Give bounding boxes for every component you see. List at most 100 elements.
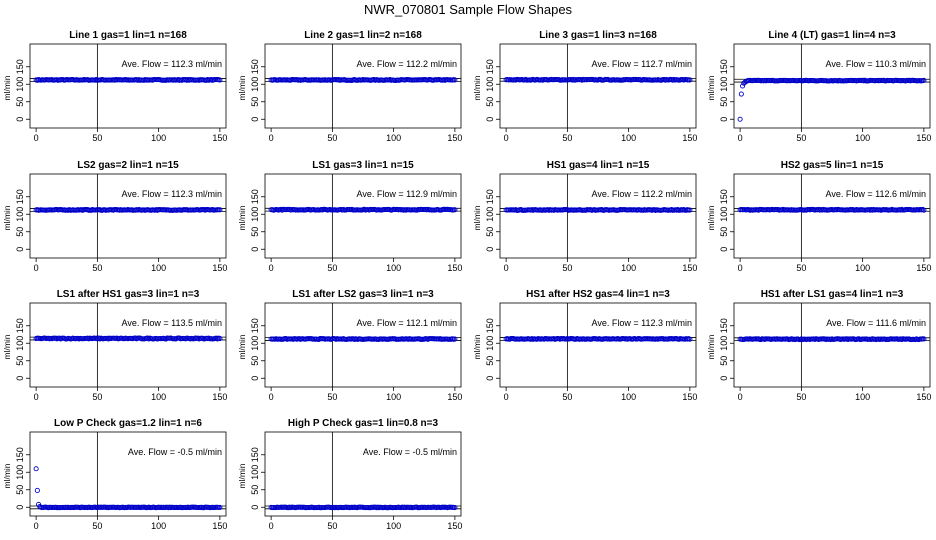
average-flow-annotation: Ave. Flow = 112.3 ml/min bbox=[122, 189, 222, 199]
y-tick-label: 0 bbox=[15, 247, 25, 252]
x-tick-label: 100 bbox=[621, 263, 636, 273]
annotation-background bbox=[335, 445, 459, 457]
y-tick-label: 100 bbox=[485, 207, 495, 222]
y-tick-label: 0 bbox=[719, 376, 729, 381]
x-tick-label: 150 bbox=[447, 521, 462, 531]
panel-title: LS1 gas=3 lin=1 n=15 bbox=[312, 160, 414, 171]
data-point bbox=[921, 77, 927, 83]
panel-7: HS1 gas=4 lin=1 n=150 50 100 150050100150ml… bbox=[472, 160, 697, 273]
data-point bbox=[921, 336, 927, 342]
plot-frame bbox=[264, 431, 462, 517]
y-axis-label: ml/min bbox=[237, 463, 247, 488]
y-tick-label: 150 bbox=[485, 318, 495, 333]
plot-frame bbox=[499, 302, 697, 388]
y-axis-label: ml/min bbox=[237, 334, 247, 359]
annotation-background bbox=[804, 316, 928, 328]
data-point bbox=[217, 207, 223, 213]
panel-title: HS1 after HS2 gas=4 lin=1 n=3 bbox=[526, 289, 670, 300]
y-tick-label: 0 bbox=[15, 376, 25, 381]
x-tick-label: 150 bbox=[682, 133, 697, 143]
y-tick-label: 50 bbox=[250, 227, 260, 237]
panel-title: Line 3 gas=1 lin=3 n=168 bbox=[539, 30, 657, 41]
annotation-background bbox=[100, 316, 224, 328]
y-tick-label: 100 bbox=[719, 336, 729, 351]
annotation-background bbox=[570, 316, 694, 328]
y-tick-label: 100 bbox=[250, 465, 260, 480]
annotation-background bbox=[570, 57, 694, 69]
panel-title: High P Check gas=1 lin=0.8 n=3 bbox=[288, 418, 439, 429]
annotation-background bbox=[100, 57, 224, 69]
data-points bbox=[503, 207, 693, 213]
panel-title: Line 4 (LT) gas=1 lin=4 n=3 bbox=[768, 30, 896, 41]
data-point bbox=[687, 77, 693, 83]
x-tick-label: 50 bbox=[562, 392, 572, 402]
y-tick-label: 100 bbox=[250, 336, 260, 351]
y-tick-label: 100 bbox=[250, 77, 260, 92]
data-point bbox=[34, 487, 40, 494]
data-point bbox=[217, 77, 223, 83]
x-tick-label: 50 bbox=[327, 392, 337, 402]
x-tick-label: 150 bbox=[212, 521, 227, 531]
x-tick-label: 100 bbox=[621, 392, 636, 402]
x-tick-label: 100 bbox=[855, 392, 870, 402]
panel-title: HS1 after LS1 gas=4 lin=1 n=3 bbox=[761, 289, 904, 300]
average-flow-annotation: Ave. Flow = 112.6 ml/min bbox=[826, 189, 926, 199]
y-tick-label: 150 bbox=[250, 59, 260, 74]
x-tick-label: 150 bbox=[916, 392, 931, 402]
y-tick-label: 150 bbox=[15, 318, 25, 333]
x-tick-label: 0 bbox=[738, 392, 743, 402]
y-axis-label: ml/min bbox=[2, 205, 12, 230]
plot-frame bbox=[733, 173, 931, 259]
plot-frame bbox=[29, 43, 227, 129]
x-tick-label: 0 bbox=[269, 392, 274, 402]
y-axis-label: ml/min bbox=[2, 334, 12, 359]
y-tick-label: 50 bbox=[15, 97, 25, 107]
x-tick-label: 50 bbox=[327, 133, 337, 143]
y-axis-label: ml/min bbox=[237, 75, 247, 100]
y-tick-label: 150 bbox=[250, 189, 260, 204]
y-axis-label: ml/min bbox=[2, 463, 12, 488]
data-points bbox=[268, 206, 458, 213]
data-point bbox=[737, 116, 743, 122]
data-point bbox=[687, 336, 693, 342]
y-tick-label: 50 bbox=[485, 97, 495, 107]
data-points bbox=[268, 77, 458, 83]
x-tick-label: 100 bbox=[151, 263, 166, 273]
panel-title: Low P Check gas=1.2 lin=1 n=6 bbox=[54, 418, 202, 429]
average-flow-annotation: Ave. Flow = -0.5 ml/min bbox=[128, 447, 222, 457]
panel-3: Line 3 gas=1 lin=3 n=168 0 50 100 150 0 50 100 1… bbox=[472, 30, 697, 143]
plot-frame bbox=[264, 173, 462, 259]
data-point bbox=[740, 83, 746, 89]
average-flow-annotation: Ave. Flow = 112.7 ml/min bbox=[592, 59, 692, 69]
y-tick-label: 100 bbox=[719, 207, 729, 222]
data-point bbox=[217, 504, 223, 510]
y-tick-label: 0 bbox=[250, 117, 260, 122]
plot-frame bbox=[264, 43, 462, 129]
x-tick-label: 150 bbox=[916, 133, 931, 143]
x-tick-label: 50 bbox=[327, 521, 337, 531]
average-flow-annotation: Ave. Flow = 112.3 ml/min bbox=[122, 59, 222, 69]
y-tick-label: 50 bbox=[485, 356, 495, 366]
y-axis-label: ml/min bbox=[237, 205, 247, 230]
panel-14: High P Check gas=1 lin=0.8 n=3 0 50 100 150 0… bbox=[237, 418, 462, 531]
plot-frame bbox=[499, 43, 697, 129]
y-tick-label: 50 bbox=[719, 227, 729, 237]
average-flow-annotation: Ave. Flow = 112.2 ml/min bbox=[592, 189, 692, 199]
y-tick-label: 50 bbox=[719, 97, 729, 107]
y-tick-label: 0 bbox=[15, 117, 25, 122]
average-flow-annotation: Ave. Flow = 111.6 ml/min bbox=[826, 318, 926, 328]
average-flow-annotation: Ave. Flow = 112.2 ml/min bbox=[357, 59, 457, 69]
y-tick-label: 150 bbox=[485, 189, 495, 204]
y-tick-label: 0 bbox=[250, 376, 260, 381]
y-tick-label: 50 bbox=[15, 485, 25, 495]
average-flow-annotation: Ave. Flow = 113.5 ml/min bbox=[122, 318, 222, 328]
data-point bbox=[452, 77, 458, 83]
x-tick-label: 0 bbox=[34, 263, 39, 273]
data-point bbox=[452, 207, 458, 213]
x-tick-label: 50 bbox=[92, 263, 102, 273]
data-points bbox=[737, 77, 927, 122]
y-tick-label: 150 bbox=[15, 189, 25, 204]
x-tick-label: 100 bbox=[621, 133, 636, 143]
x-tick-label: 0 bbox=[738, 263, 743, 273]
